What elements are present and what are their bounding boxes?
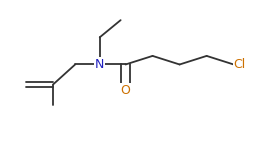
Text: Cl: Cl [234,58,246,71]
Text: N: N [95,58,104,71]
Text: O: O [121,84,131,97]
